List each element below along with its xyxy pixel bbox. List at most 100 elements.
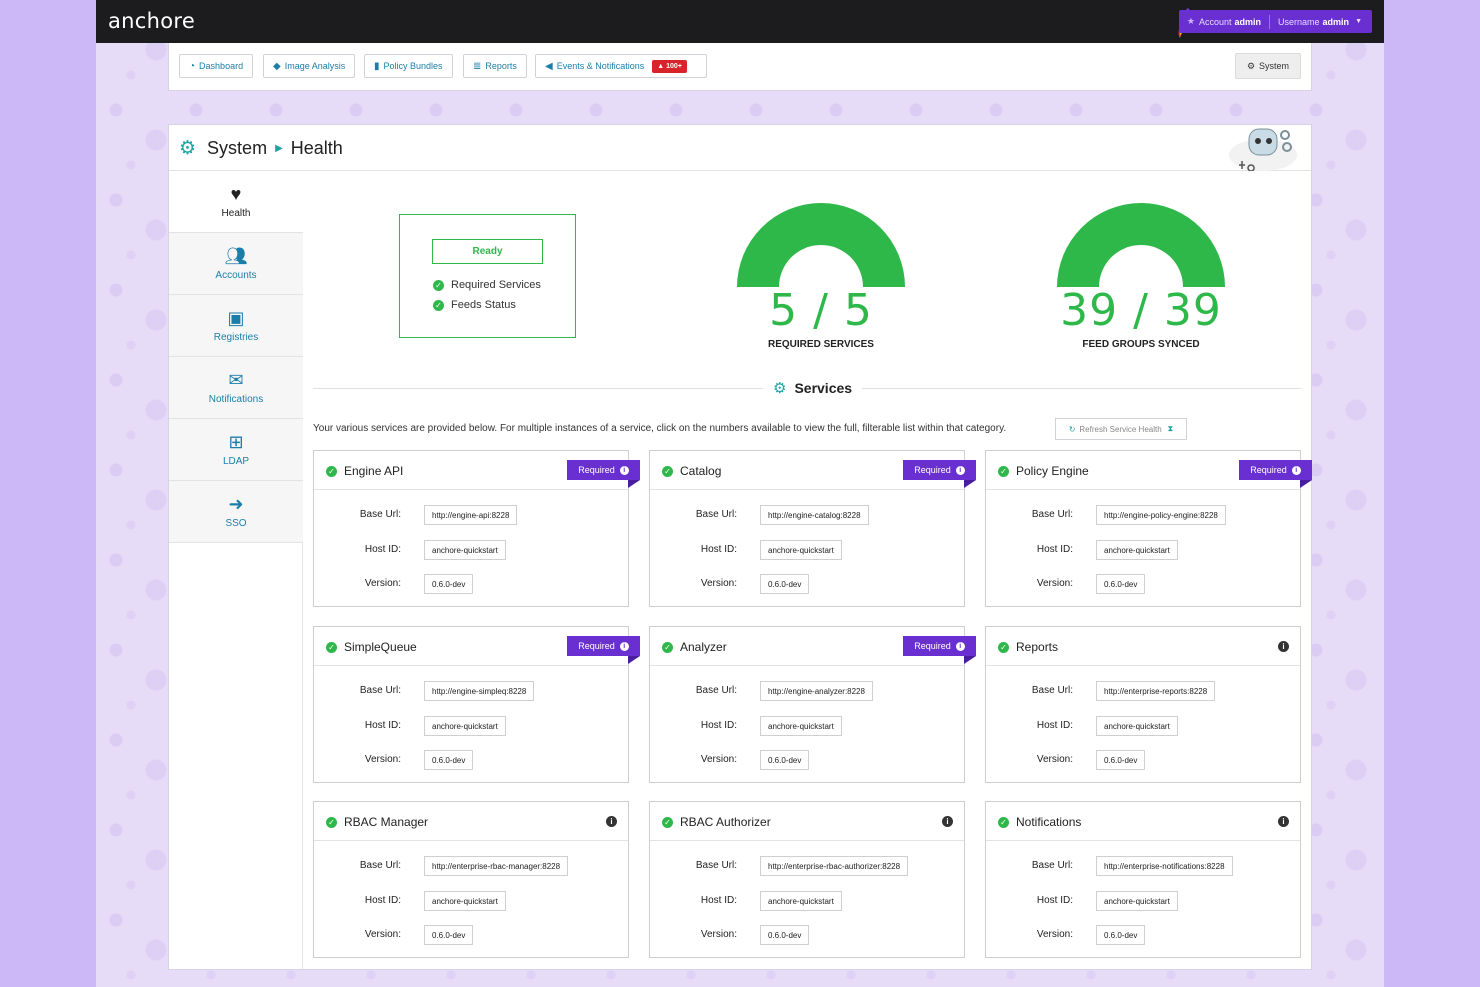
anchore-logo[interactable]: anchore (108, 9, 196, 33)
caret-right-icon: ▶ (275, 143, 283, 154)
info-icon: i (619, 465, 629, 475)
version-label: Version: (1036, 578, 1073, 589)
host-id-label: Host ID: (1036, 544, 1073, 555)
services-title: ⚙ Services (763, 379, 863, 397)
nav-policy-bundles[interactable]: ▮ Policy Bundles (364, 54, 453, 78)
required-badge[interactable]: Required i (903, 636, 976, 664)
gauge-arc (1057, 203, 1225, 287)
service-name: Engine API (344, 464, 404, 478)
gauge-value: 5 / 5 (769, 285, 873, 336)
check-circle-icon: ✓ (998, 816, 1009, 828)
sidebar-item-label: LDAP (222, 456, 250, 467)
check-circle-icon: ✓ (433, 299, 444, 311)
sidebar-item-sso[interactable]: ➜ SSO (169, 481, 303, 543)
info-icon: i (619, 641, 629, 651)
check-circle-icon: ✓ (662, 816, 673, 828)
required-label: Required (578, 641, 615, 651)
address-book-icon: ▣ (227, 308, 245, 328)
feed-groups-gauge: 39 / 39 FEED GROUPS SYNCED (1041, 201, 1241, 351)
version-value: 0.6.0-dev (1096, 750, 1146, 770)
sidebar-item-ldap[interactable]: ⊞ LDAP (169, 419, 303, 481)
info-icon[interactable]: i (942, 816, 953, 827)
hourglass-icon: ⧗ (1167, 424, 1174, 433)
required-badge[interactable]: Required i (1239, 460, 1312, 488)
sidebar: ♥ Health 👥︎ Accounts ▣ Registries ✉ Noti… (169, 171, 303, 969)
sidebar-item-health[interactable]: ♥ Health (169, 171, 303, 233)
info-icon: i (1291, 465, 1301, 475)
gauge-label: REQUIRED SERVICES (768, 339, 874, 350)
nav-label: Events & Notifications (556, 61, 645, 71)
required-label: Required (914, 641, 951, 651)
service-card-header: ✓ Analyzer Required i (650, 627, 976, 666)
service-title: ✓ Analyzer (662, 640, 727, 654)
sidebar-item-registries[interactable]: ▣ Registries (169, 295, 303, 357)
version-value: 0.6.0-dev (1096, 574, 1146, 594)
warning-icon: ▲ (657, 62, 665, 70)
check-circle-icon: ✓ (433, 279, 444, 291)
envelope-icon: ✉ (228, 370, 244, 390)
version-value: 0.6.0-dev (424, 574, 474, 594)
service-title: ✓ RBAC Authorizer (662, 815, 771, 829)
service-name: Notifications (1016, 815, 1082, 829)
service-name: Reports (1016, 640, 1059, 654)
base-url-label: Base Url: (359, 860, 401, 871)
users-icon: 👥︎ (224, 246, 248, 266)
base-url-value: http://enterprise-notifications:8228 (1096, 856, 1233, 876)
sidebar-item-notifications[interactable]: ✉ Notifications (169, 357, 303, 419)
service-card: ✓ Notifications i Base Url: http://enter… (985, 801, 1301, 958)
version-label: Version: (700, 929, 737, 940)
base-url-value: http://engine-simpleq:8228 (424, 681, 535, 701)
events-count-badge[interactable]: ▲ 100+ (652, 59, 687, 73)
service-card: ✓ RBAC Manager i Base Url: http://enterp… (313, 801, 629, 958)
base-url-label: Base Url: (695, 860, 737, 871)
nav-image-analysis[interactable]: ◆ Image Analysis (263, 54, 356, 78)
nav-events-notifications[interactable]: ◀ Events & Notifications ▲ 100+ (535, 54, 707, 78)
check-feeds-status: ✓ Feeds Status (433, 299, 516, 311)
gauge-value: 39 / 39 (1060, 285, 1222, 336)
host-id-label: Host ID: (364, 544, 401, 555)
nav-reports[interactable]: ≣ Reports (463, 54, 527, 78)
base-url-value: http://engine-analyzer:8228 (760, 681, 873, 701)
sidebar-item-accounts[interactable]: 👥︎ Accounts (169, 233, 303, 295)
account-menu[interactable]: ★ Account admin Username admin ▼ (1178, 10, 1372, 33)
service-card: ✓ Catalog Required i Base Url: http://en… (649, 450, 976, 607)
host-id-label: Host ID: (700, 544, 737, 555)
base-url-value: http://engine-api:8228 (424, 505, 518, 525)
base-url-label: Base Url: (695, 685, 737, 696)
refresh-service-health-button[interactable]: ↻ Refresh Service Health ⧗ (1055, 418, 1187, 440)
nav-label: Reports (485, 61, 517, 71)
version-value: 0.6.0-dev (760, 574, 810, 594)
info-icon[interactable]: i (1278, 641, 1289, 652)
host-id-value: anchore-quickstart (760, 716, 842, 736)
service-card-header: ✓ Notifications i (986, 802, 1300, 841)
required-badge[interactable]: Required i (567, 636, 640, 664)
service-card: ✓ Reports i Base Url: http://enterprise-… (985, 626, 1301, 783)
service-name: RBAC Authorizer (680, 815, 771, 829)
sidebar-item-label: Registries (213, 332, 259, 343)
gauge-arc (737, 203, 905, 287)
required-badge[interactable]: Required i (567, 460, 640, 488)
service-name: RBAC Manager (344, 815, 429, 829)
info-icon[interactable]: i (606, 816, 617, 827)
tag-icon: ◆ (273, 60, 281, 72)
heartbeat-icon: ♥ (230, 184, 242, 204)
breadcrumb-section[interactable]: System (207, 138, 268, 158)
sidebar-item-label: Health (221, 208, 251, 219)
info-icon: i (955, 641, 965, 651)
badge-count: 100+ (666, 62, 682, 70)
host-id-value: anchore-quickstart (424, 891, 506, 911)
robot-mascot-icon (1229, 128, 1297, 171)
ready-status-badge: Ready (432, 239, 543, 264)
briefcase-icon: ▮ (374, 60, 380, 72)
system-button[interactable]: ⚙ System (1235, 53, 1301, 79)
service-title: ✓ Catalog (662, 464, 721, 478)
info-icon[interactable]: i (1278, 816, 1289, 827)
host-id-value: anchore-quickstart (424, 540, 506, 560)
base-url-label: Base Url: (695, 509, 737, 520)
service-title: ✓ Notifications (998, 815, 1081, 829)
required-label: Required (1250, 465, 1287, 475)
nav-dashboard[interactable]: ◔ Dashboard (179, 54, 254, 78)
main-panel: ⚙ System ▶ Health ♥ Health 👥︎ (168, 124, 1312, 970)
service-title: ✓ Engine API (326, 464, 403, 478)
required-badge[interactable]: Required i (903, 460, 976, 488)
